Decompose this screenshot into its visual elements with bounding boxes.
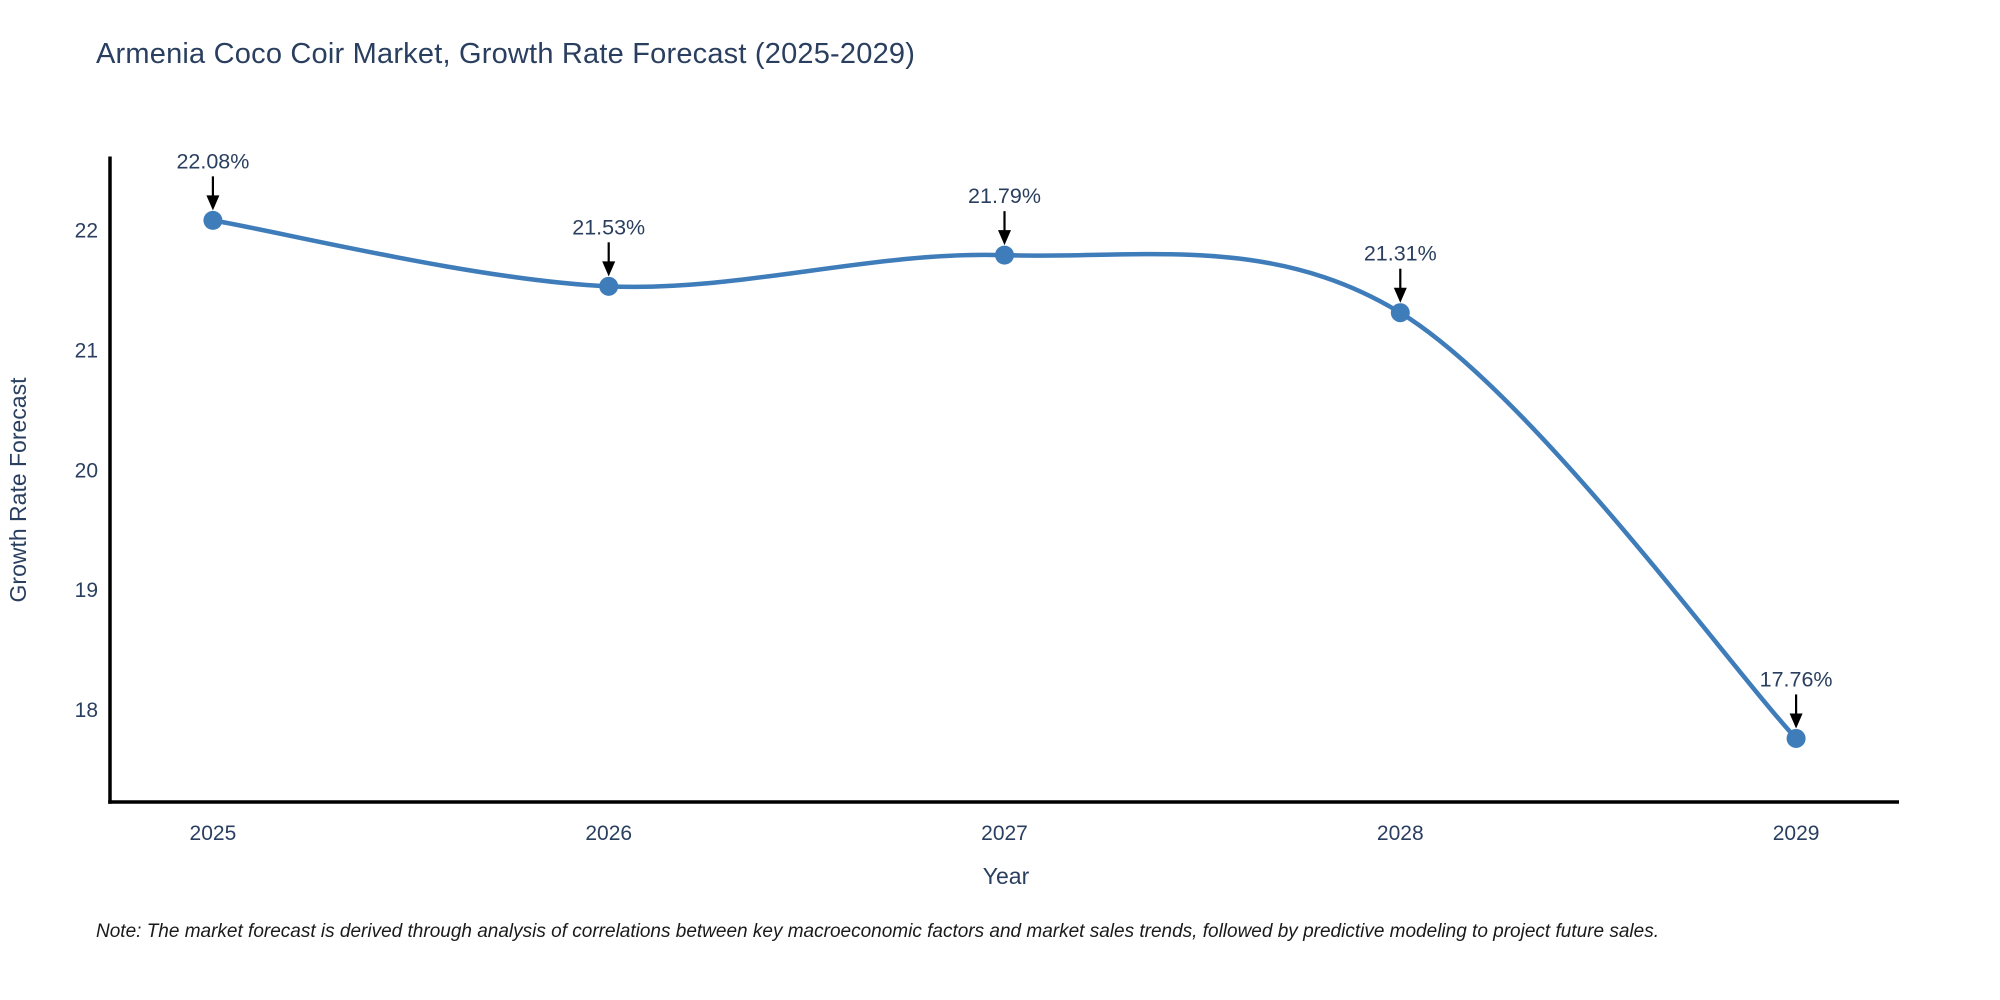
data-point-marker: [1390, 303, 1410, 323]
annotation-arrowhead-icon: [1789, 713, 1803, 729]
x-axis-tick-labels: 2025 2026 2027 2028 2029: [190, 822, 1820, 845]
data-point-marker: [1786, 728, 1806, 748]
series-line: [210, 218, 1799, 741]
annotation-label: 21.79%: [968, 184, 1041, 208]
x-tick-label: 2027: [981, 822, 1028, 845]
x-tick-label: 2025: [190, 822, 237, 845]
annotation-label: 22.08%: [176, 149, 249, 173]
y-tick-label: 21: [75, 339, 98, 362]
point-annotations: 22.08% 21.53% 21.79% 21.31% 17.76%: [176, 149, 1833, 729]
data-point-marker: [203, 210, 223, 230]
annotation-label: 17.76%: [1760, 667, 1833, 691]
annotation-label: 21.31%: [1364, 242, 1437, 266]
annotation-arrowhead-icon: [1393, 287, 1407, 303]
annotation-label: 21.53%: [572, 215, 645, 239]
x-tick-label: 2026: [585, 822, 632, 845]
data-point-marker: [995, 245, 1014, 265]
y-axis-title: Growth Rate Forecast: [5, 377, 31, 603]
y-tick-label: 18: [75, 699, 98, 722]
annotation-arrowhead-icon: [602, 261, 616, 277]
chart-footnote: Note: The market forecast is derived thr…: [96, 921, 1659, 942]
x-axis-title: Year: [983, 863, 1030, 889]
chart-title: Armenia Coco Coir Market, Growth Rate Fo…: [96, 38, 916, 70]
y-tick-label: 22: [75, 219, 98, 242]
x-tick-label: 2028: [1377, 822, 1424, 845]
x-tick-label: 2029: [1773, 822, 1820, 845]
y-tick-label: 20: [75, 459, 98, 482]
y-axis-tick-labels: 22 21 20 19 18: [75, 219, 98, 722]
annotation-arrowhead-icon: [206, 195, 220, 211]
data-point-markers: [203, 210, 1806, 748]
data-point-marker: [599, 276, 619, 296]
annotation-arrowhead-icon: [998, 230, 1011, 246]
y-tick-label: 19: [75, 579, 98, 602]
